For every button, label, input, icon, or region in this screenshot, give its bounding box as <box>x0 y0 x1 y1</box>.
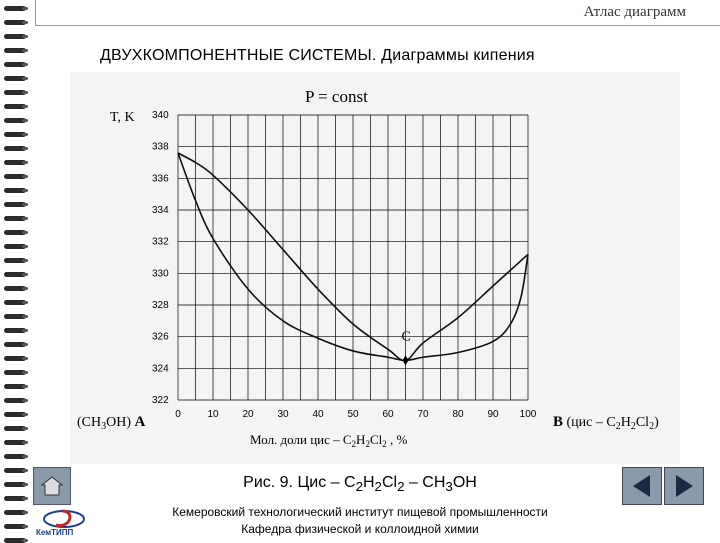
spiral-ring <box>4 202 28 207</box>
spiral-ring <box>4 314 28 319</box>
spiral-ring <box>4 174 28 179</box>
spiral-ring <box>4 468 28 473</box>
x-tick-label: 50 <box>347 409 359 420</box>
institute-name: Кемеровский технологический институт пищ… <box>172 505 548 519</box>
next-slide-button[interactable] <box>664 467 704 505</box>
spiral-ring <box>4 454 28 459</box>
spiral-ring <box>4 104 28 109</box>
y-tick-label: 324 <box>152 363 169 374</box>
vapor-curve <box>177 152 529 362</box>
x-axis-label: Мол. доли цис – C2H2Cl2 , % <box>250 432 407 449</box>
chart-curves <box>177 152 529 366</box>
y-tick-label: 328 <box>152 300 169 311</box>
spiral-ring <box>4 48 28 53</box>
home-button[interactable] <box>33 467 71 505</box>
spiral-ring <box>4 370 28 375</box>
x-tick-label: 40 <box>312 409 324 420</box>
x-tick-label: 90 <box>487 409 499 420</box>
spiral-ring <box>4 328 28 333</box>
section-title: ДВУХКОМПОНЕНТНЫЕ СИСТЕМЫ. Диаграммы кипе… <box>100 47 535 64</box>
spiral-ring <box>4 188 28 193</box>
y-axis-label: T, K <box>110 110 135 125</box>
home-icon <box>40 476 64 496</box>
spiral-ring <box>4 426 28 431</box>
chart-tick-labels: 0 10 20 30 40 50 60 70 80 90 100 322 324 326 328 330 332… <box>152 110 537 420</box>
spiral-ring <box>4 496 28 501</box>
spiral-ring <box>4 90 28 95</box>
prev-arrow-icon <box>633 475 650 497</box>
x-tick-label: 70 <box>417 409 429 420</box>
spiral-ring <box>4 258 28 263</box>
y-tick-label: 322 <box>152 395 169 406</box>
spiral-ring <box>4 356 28 361</box>
x-tick-label: 20 <box>242 409 254 420</box>
spiral-ring <box>4 62 28 67</box>
spiral-ring <box>4 482 28 487</box>
y-tick-label: 326 <box>152 332 169 343</box>
chart-grid <box>177 114 529 401</box>
previous-slide-button[interactable] <box>622 467 662 505</box>
spiral-ring <box>4 244 28 249</box>
spiral-ring <box>4 342 28 347</box>
spiral-ring <box>4 34 28 39</box>
y-tick-label: 336 <box>152 173 169 184</box>
atlas-title: Атлас диаграмм <box>583 4 686 20</box>
header-divider-vertical <box>35 0 36 26</box>
plot-panel <box>70 72 680 464</box>
x-tick-label: 10 <box>207 409 219 420</box>
y-tick-label: 338 <box>152 142 169 153</box>
figure-caption: Рис. 9. Цис – C2H2Cl2 – CH3OH <box>243 474 477 495</box>
spiral-ring <box>4 510 28 515</box>
spiral-ring <box>4 440 28 445</box>
institute-logo <box>43 509 85 528</box>
y-tick-label: 330 <box>152 268 169 279</box>
spiral-ring <box>4 286 28 291</box>
header-divider-horizontal <box>35 25 720 26</box>
spiral-ring <box>4 216 28 221</box>
spiral-ring <box>4 146 28 151</box>
spiral-ring <box>4 6 28 11</box>
spiral-ring <box>4 398 28 403</box>
spiral-ring <box>4 76 28 81</box>
y-tick-label: 334 <box>152 205 169 216</box>
x-tick-label: 30 <box>277 409 289 420</box>
y-tick-label: 332 <box>152 237 169 248</box>
azeotrope-label: C <box>402 329 411 344</box>
liquid-curve <box>177 152 529 362</box>
spiral-ring <box>4 412 28 417</box>
azeotrope-marker <box>402 355 409 366</box>
right-component-label: B (цис – C2H2Cl2) <box>553 414 659 432</box>
notebook-spiral-binding <box>0 0 30 543</box>
spiral-ring <box>4 132 28 137</box>
x-tick-label: 80 <box>452 409 464 420</box>
x-tick-label: 0 <box>175 409 181 420</box>
spiral-ring <box>4 524 28 529</box>
spiral-ring <box>4 118 28 123</box>
pressure-label: P = const <box>305 87 368 106</box>
left-component-label: (CH3OH) A <box>77 414 146 432</box>
x-tick-label: 60 <box>382 409 394 420</box>
department-name: Кафедра физической и коллоидной химии <box>241 522 479 536</box>
spiral-ring <box>4 20 28 25</box>
logo-text: КемТИПП <box>36 528 74 537</box>
spiral-ring <box>4 160 28 165</box>
y-tick-label: 340 <box>152 110 169 121</box>
spiral-ring <box>4 300 28 305</box>
spiral-ring <box>4 384 28 389</box>
next-arrow-icon <box>676 475 693 497</box>
spiral-ring <box>4 272 28 277</box>
x-tick-label: 100 <box>520 409 537 420</box>
spiral-ring <box>4 230 28 235</box>
